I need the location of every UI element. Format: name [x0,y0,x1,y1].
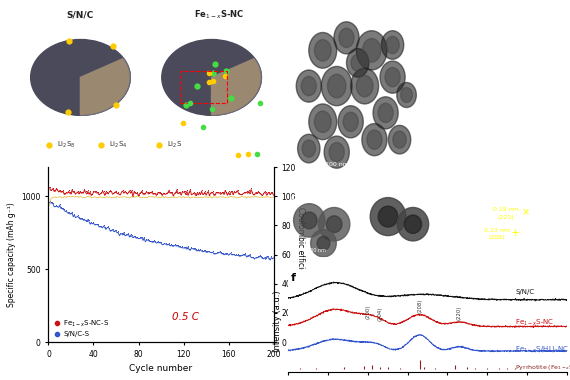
Text: c: c [291,193,296,202]
Circle shape [319,207,350,241]
Text: (200): (200) [365,305,370,319]
Text: 200 nm: 200 nm [382,248,401,253]
Text: N: N [471,111,477,119]
Circle shape [367,130,382,149]
Circle shape [162,40,262,116]
Circle shape [343,112,358,131]
Circle shape [315,111,331,133]
Text: (220): (220) [497,215,514,220]
Wedge shape [80,59,131,116]
Circle shape [328,74,346,98]
Circle shape [378,103,393,122]
Text: 200 nm: 200 nm [325,162,349,168]
Circle shape [393,131,406,148]
Text: 100 nm: 100 nm [445,46,463,51]
Text: O: O [528,111,534,119]
Wedge shape [211,59,262,116]
Circle shape [321,66,352,106]
Y-axis label: Coulombic efficiency (%): Coulombic efficiency (%) [296,207,306,302]
Circle shape [298,134,320,163]
Text: b3: b3 [433,70,442,75]
Circle shape [294,204,325,237]
Text: (204): (204) [377,307,382,321]
Legend: Fe$_{1-x}$S-NC-S, S/N/C-S: Fe$_{1-x}$S-NC-S, S/N/C-S [52,317,111,339]
Text: 0.23 nm: 0.23 nm [483,228,510,233]
Circle shape [339,28,354,48]
Circle shape [347,49,369,77]
Circle shape [381,31,404,59]
Text: Fe$_{1-x}$S-NC: Fe$_{1-x}$S-NC [194,9,245,21]
Circle shape [311,230,336,257]
Circle shape [309,104,337,139]
Circle shape [362,124,387,156]
Circle shape [388,125,411,154]
Circle shape [397,207,429,241]
Circle shape [401,87,413,103]
Text: e: e [443,193,449,202]
Circle shape [378,206,398,227]
Circle shape [356,75,373,97]
Circle shape [363,38,381,62]
Circle shape [404,215,422,233]
Circle shape [380,61,405,93]
Text: (220): (220) [457,306,462,320]
Circle shape [31,40,131,116]
Circle shape [351,54,364,71]
Circle shape [356,31,387,70]
Circle shape [386,36,400,54]
Circle shape [324,136,349,168]
Circle shape [317,236,330,250]
Text: b6: b6 [490,131,499,136]
Circle shape [370,198,406,236]
Text: Fe$_{1-x}$S-NC: Fe$_{1-x}$S-NC [515,318,555,328]
Text: b5: b5 [433,131,442,136]
Text: +: + [511,228,520,238]
Y-axis label: Specific capacity (mAh g⁻¹): Specific capacity (mAh g⁻¹) [7,202,16,307]
Text: (208): (208) [488,235,505,241]
Circle shape [309,33,337,68]
X-axis label: Cycle number: Cycle number [129,364,193,373]
Wedge shape [211,59,260,114]
Text: b1: b1 [433,9,442,14]
Circle shape [302,140,316,157]
Circle shape [315,40,331,61]
Text: Fe$_{1-x}$S(HL)-NC: Fe$_{1-x}$S(HL)-NC [515,344,569,354]
Text: ×: × [522,207,530,217]
Text: S/N/C: S/N/C [67,11,94,20]
Text: 0.19 nm: 0.19 nm [492,207,519,212]
Y-axis label: Intensity (a.u.): Intensity (a.u.) [273,290,282,352]
Circle shape [334,22,359,54]
Text: 200 nm: 200 nm [307,248,326,253]
Text: a: a [292,11,299,21]
Text: Pyrrhotite (Fe$_{1-x}$S): Pyrrhotite (Fe$_{1-x}$S) [515,363,570,372]
Circle shape [351,68,378,104]
Text: d: d [366,193,372,202]
Text: C: C [528,50,534,59]
Text: f: f [291,273,296,283]
Circle shape [329,142,344,162]
Circle shape [327,216,342,233]
Circle shape [397,82,416,108]
Circle shape [302,76,316,96]
Text: Li$_2$S$_4$: Li$_2$S$_4$ [109,140,128,150]
Text: b4: b4 [490,70,499,75]
Text: 2 nm: 2 nm [528,249,542,254]
Text: S/N/C: S/N/C [515,289,535,295]
Circle shape [338,106,363,138]
Text: (208): (208) [417,298,422,312]
Wedge shape [80,59,129,114]
Text: S: S [529,171,534,180]
Text: 0.5 C: 0.5 C [172,312,199,322]
Circle shape [373,97,398,129]
Circle shape [385,68,400,87]
Text: Fe: Fe [468,171,477,180]
Text: Li$_2$S: Li$_2$S [167,140,182,150]
Circle shape [296,70,321,102]
Circle shape [302,212,317,229]
Text: Li$_2$S$_8$: Li$_2$S$_8$ [57,140,75,150]
Text: b2: b2 [490,9,499,14]
